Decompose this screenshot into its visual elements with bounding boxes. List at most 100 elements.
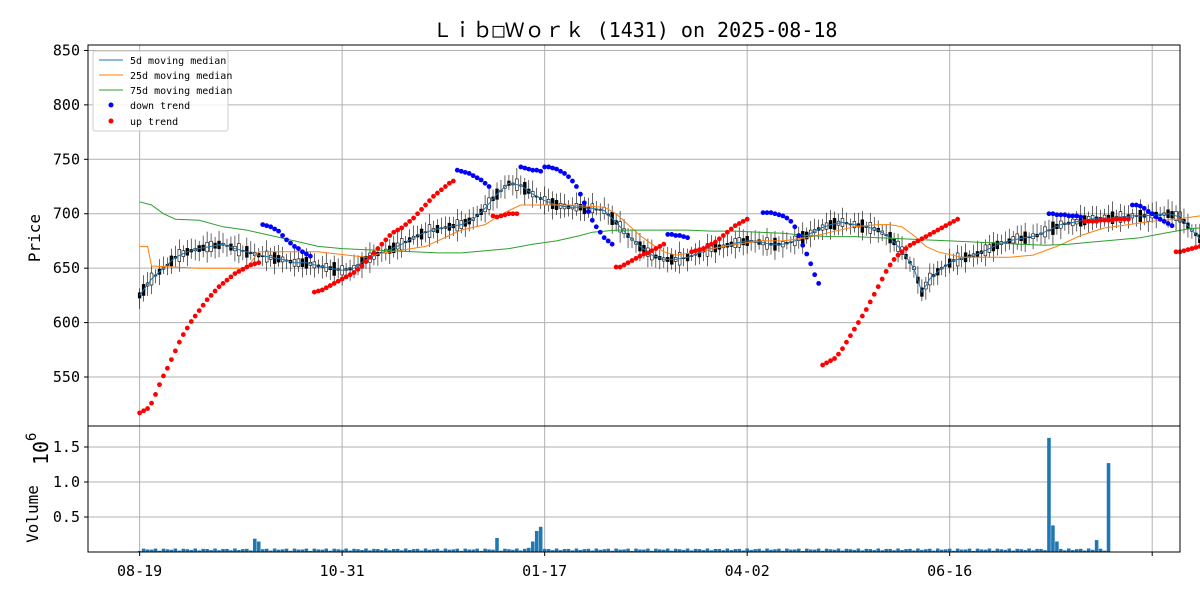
- volume-tick-label: 1.0: [53, 473, 80, 491]
- volume-bar: [538, 526, 543, 552]
- volume-bar: [661, 549, 666, 552]
- volume-bar: [523, 548, 527, 552]
- volume-bar: [443, 548, 448, 552]
- volume-bar: [364, 548, 368, 552]
- volume-bar: [344, 548, 348, 552]
- down-trend-dot: [526, 166, 532, 172]
- volume-bar: [304, 548, 309, 552]
- up-trend-dot: [728, 226, 734, 232]
- volume-bar: [908, 548, 912, 552]
- volume-bars: [137, 437, 1111, 552]
- volume-bar: [252, 538, 257, 552]
- volume-bar: [177, 550, 182, 552]
- moving-median-line: [139, 204, 1200, 269]
- x-tick-label: 08-19: [117, 562, 162, 580]
- volume-y-ticks: 0.5 1.0 1.5: [53, 438, 88, 526]
- up-trend-dot: [931, 229, 937, 235]
- up-trend-dot: [351, 270, 357, 275]
- up-trend-dot: [859, 313, 865, 319]
- up-trend-dot: [232, 271, 238, 276]
- down-trend-dot: [788, 218, 794, 224]
- up-trend-dot: [395, 227, 401, 233]
- up-trend-dot: [709, 241, 714, 247]
- volume-bar: [499, 550, 503, 552]
- down-trend-dot: [1133, 202, 1139, 208]
- up-trend-dot: [363, 259, 369, 265]
- up-trend-dot: [176, 339, 182, 345]
- down-trend-dot: [597, 229, 603, 235]
- volume-bar: [312, 548, 317, 552]
- volume-bar: [741, 550, 745, 552]
- up-trend-dot: [649, 248, 655, 254]
- volume-bar: [1094, 540, 1099, 552]
- up-trend-dot: [502, 212, 508, 218]
- volume-bar: [217, 550, 221, 552]
- down-trend-dot: [796, 233, 802, 238]
- down-trend-dot: [260, 222, 266, 228]
- up-trend-dot: [875, 284, 881, 290]
- up-trend-dot: [927, 232, 933, 237]
- up-trend-dot: [200, 302, 206, 308]
- down-trend-dot: [1058, 212, 1064, 218]
- volume-bar: [816, 548, 821, 552]
- up-trend-dot: [240, 266, 246, 272]
- down-trend-dot: [566, 174, 571, 180]
- volume-bar: [995, 548, 1000, 552]
- volume-bar: [467, 549, 471, 552]
- volume-bar: [388, 550, 392, 552]
- up-trend-dot: [379, 241, 385, 247]
- volume-bar: [884, 548, 888, 552]
- up-trend-dot: [383, 237, 389, 243]
- up-trend-dot: [403, 222, 409, 228]
- legend-label-75d: 75d moving median: [130, 86, 232, 97]
- up-trend-dot: [184, 325, 190, 331]
- volume-bar: [959, 549, 964, 552]
- down-trend-dot: [534, 167, 540, 173]
- up-trend-dot: [387, 233, 393, 238]
- up-trend-dot: [939, 225, 945, 231]
- volume-bar: [380, 550, 384, 552]
- up-trend-dot: [951, 218, 957, 224]
- volume-bar: [852, 549, 857, 552]
- volume-bar: [411, 549, 416, 552]
- volume-bar: [213, 548, 217, 552]
- down-trend-dot: [764, 210, 770, 216]
- volume-bar: [725, 548, 730, 552]
- up-trend-dot: [224, 277, 230, 283]
- volume-bar: [209, 550, 213, 552]
- up-trend-dot: [1125, 216, 1131, 222]
- up-trend-dot: [415, 211, 420, 217]
- volume-bar: [391, 548, 396, 552]
- price-axis-label: Price: [25, 214, 44, 262]
- up-trend-dot: [335, 278, 341, 284]
- volume-bar: [368, 550, 372, 552]
- chart-title: Ｌｉｂ□Ｗｏｒｋ (1431) on 2025-08-18: [433, 18, 838, 42]
- volume-bar: [451, 549, 456, 552]
- volume-bar: [626, 548, 630, 552]
- volume-bar: [1055, 541, 1059, 552]
- up-trend-dot: [498, 213, 504, 219]
- volume-bar: [574, 548, 579, 552]
- up-trend-dot: [153, 392, 158, 397]
- volume-bar: [554, 548, 559, 552]
- down-trend-dot: [609, 241, 615, 247]
- up-trend-dot: [311, 289, 317, 295]
- volume-bar: [975, 548, 980, 552]
- volume-bar: [1003, 549, 1008, 552]
- down-trend-dot: [605, 238, 611, 244]
- up-trend-dot: [431, 193, 436, 199]
- down-trend-dot: [276, 228, 282, 234]
- volume-bar: [797, 548, 801, 552]
- volume-bar: [503, 548, 507, 552]
- down-trend-dot: [1062, 212, 1068, 218]
- volume-bar: [808, 549, 813, 552]
- up-trend-dot: [204, 297, 210, 303]
- up-trend-dot: [955, 216, 961, 222]
- up-trend-dot: [844, 339, 849, 345]
- volume-panel-frame: [87, 425, 1181, 553]
- up-trend-dot: [494, 214, 500, 220]
- down-trend-dot: [593, 224, 599, 230]
- down-trend-dot: [1161, 218, 1167, 224]
- up-trend-dot: [371, 250, 377, 256]
- volume-bar: [650, 550, 654, 552]
